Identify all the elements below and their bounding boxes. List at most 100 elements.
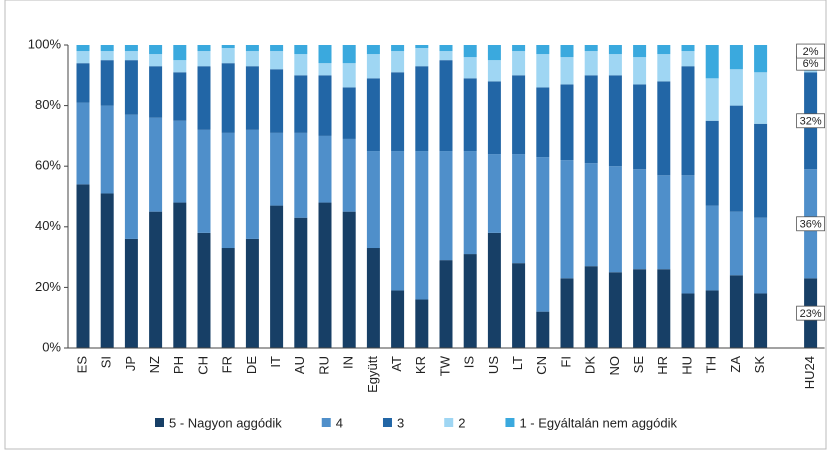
bar-segment <box>729 275 743 348</box>
x-tick-label: IN <box>341 356 356 369</box>
y-tick-label: 40% <box>35 218 61 233</box>
bar-segment <box>463 254 477 348</box>
bar-segment <box>487 81 501 155</box>
bar-segment <box>391 45 405 52</box>
bar-segment <box>560 45 574 58</box>
x-tick-label: SK <box>752 356 767 374</box>
bar-segment <box>366 151 380 249</box>
bar-segment <box>124 114 138 239</box>
y-tick-label: 60% <box>35 158 61 173</box>
bar-segment <box>245 51 259 67</box>
bar-segment <box>729 69 743 106</box>
x-tick-label: FR <box>220 356 235 373</box>
bar-segment <box>463 151 477 255</box>
bar-segment <box>124 51 138 61</box>
bar-segment <box>633 269 647 348</box>
x-tick-label: HU24 <box>802 356 817 389</box>
bar-segment <box>221 48 235 64</box>
bar-segment <box>633 45 647 58</box>
value-label: 32% <box>800 116 822 128</box>
bar-segment <box>512 45 526 52</box>
bar-segment <box>391 290 405 348</box>
bar-segment <box>681 51 695 67</box>
x-tick-label: TW <box>437 355 452 376</box>
bar-segment <box>149 117 163 212</box>
bar-segment <box>173 72 187 121</box>
bar-segment <box>294 54 308 76</box>
bar-segment <box>705 290 719 348</box>
bar-segment <box>415 45 429 49</box>
bar-segment <box>657 269 671 348</box>
value-label-box <box>796 305 825 321</box>
x-tick-label: IT <box>268 356 283 368</box>
bar-segment <box>729 211 743 276</box>
legend-label: 5 - Nagyon aggódik <box>169 415 282 430</box>
bar-segment <box>76 102 90 185</box>
bar-segment <box>633 169 647 270</box>
bar-segment <box>512 51 526 76</box>
bar-segment <box>681 293 695 348</box>
bar-segment <box>536 54 550 88</box>
y-tick-label: 100% <box>28 36 62 51</box>
bar-segment <box>657 81 671 176</box>
x-tick-label: CN <box>534 356 549 375</box>
bar-segment <box>463 57 477 79</box>
x-tick-label: SI <box>99 356 114 368</box>
bar-segment <box>608 45 622 55</box>
bar-segment <box>560 160 574 279</box>
bar-segment <box>197 45 211 52</box>
y-tick-label: 20% <box>35 279 61 294</box>
value-label: 36% <box>800 219 822 231</box>
bar-segment <box>173 45 187 61</box>
bar-segment <box>294 132 308 218</box>
bar-segment <box>173 60 187 73</box>
bar-segment <box>608 75 622 167</box>
bar-segment <box>221 132 235 249</box>
bar-segment <box>391 151 405 291</box>
bar-segment <box>76 51 90 64</box>
bar-segment <box>705 205 719 291</box>
bar-segment <box>439 60 453 152</box>
bar-segment <box>221 248 235 348</box>
bar-segment <box>342 87 356 139</box>
x-tick-label: IS <box>462 356 477 369</box>
bar-segment <box>197 66 211 130</box>
bar-segment <box>584 163 598 267</box>
y-tick-label: 0% <box>42 339 61 354</box>
bar-segment <box>149 45 163 55</box>
bar-segment <box>415 48 429 67</box>
bar-segment <box>487 232 501 348</box>
bar-segment <box>439 51 453 61</box>
bar-segment <box>536 87 550 158</box>
bar-segment <box>608 54 622 76</box>
x-tick-label: DK <box>583 356 598 374</box>
bar-segment <box>487 60 501 82</box>
legend-swatch <box>155 418 164 427</box>
bar-segment <box>149 54 163 67</box>
bar-segment <box>705 45 719 79</box>
x-tick-label: NZ <box>147 356 162 373</box>
x-tick-label: SE <box>631 356 646 374</box>
bar-segment <box>318 202 332 348</box>
x-tick-label: US <box>486 356 501 374</box>
bar-segment <box>245 66 259 130</box>
bar-segment <box>342 63 356 88</box>
bar-segment <box>439 45 453 52</box>
bar-segment <box>197 129 211 233</box>
bar-segment <box>463 45 477 58</box>
bar-segment <box>754 293 768 348</box>
bar-segment <box>76 45 90 52</box>
bar-segment <box>608 272 622 348</box>
bar-segment <box>391 72 405 152</box>
x-tick-label: AU <box>292 356 307 374</box>
bar-segment <box>439 151 453 261</box>
bar-segment <box>681 45 695 52</box>
bar-segment <box>149 66 163 118</box>
value-label: 2% <box>803 46 819 58</box>
bar-segment <box>633 84 647 170</box>
bar-segment <box>608 166 622 273</box>
x-tick-label: NO <box>607 356 622 376</box>
bar-segment <box>657 54 671 82</box>
bar-segment <box>294 45 308 55</box>
bar-segment <box>366 54 380 79</box>
